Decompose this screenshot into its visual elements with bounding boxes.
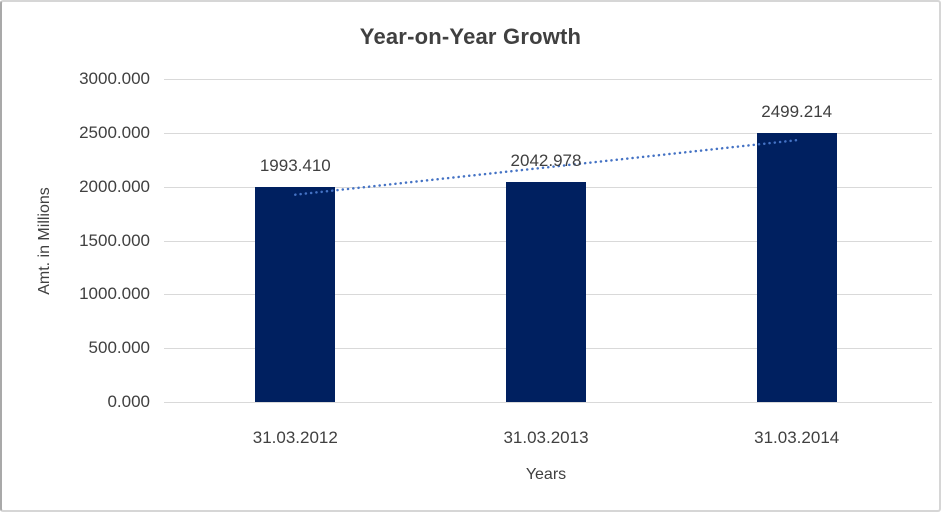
x-tick-label: 31.03.2013 bbox=[503, 428, 589, 447]
x-tick-label: 31.03.2012 bbox=[252, 428, 338, 447]
gridline bbox=[164, 402, 932, 403]
x-axis-title: Years bbox=[525, 466, 567, 483]
y-tick-label: 0.000 bbox=[107, 392, 150, 411]
bar-data-label: 2042.978 bbox=[510, 151, 582, 170]
bar-data-label: 2499.214 bbox=[761, 101, 833, 121]
y-tick-label: 1000.000 bbox=[79, 284, 150, 304]
bar bbox=[756, 132, 837, 402]
gridline bbox=[164, 79, 932, 80]
gridline bbox=[164, 132, 932, 134]
bar bbox=[506, 182, 586, 402]
chart-title: Year-on-Year Growth bbox=[359, 24, 582, 49]
y-tick-label: 3000.000 bbox=[79, 69, 150, 88]
y-tick-label: 500.000 bbox=[88, 338, 150, 358]
y-tick-label: 2000.000 bbox=[79, 176, 150, 196]
y-tick-label: 2500.000 bbox=[79, 122, 150, 142]
bar-data-label: 1993.410 bbox=[259, 156, 331, 176]
x-tick-label: 31.03.2014 bbox=[754, 428, 840, 447]
bar bbox=[255, 187, 336, 402]
y-tick-label: 1500.000 bbox=[79, 230, 150, 250]
plot-area bbox=[164, 79, 932, 403]
